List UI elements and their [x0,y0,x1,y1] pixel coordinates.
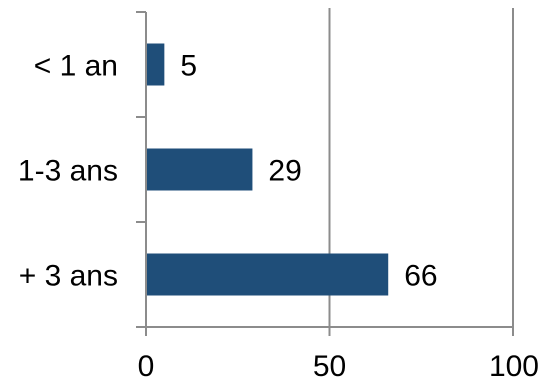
x-tick-label-100: 100 [489,350,539,382]
labels: 5 < 1 an 29 1-3 ans 66 + 3 ans 0 50 100 [18,50,539,382]
category-label-1: < 1 an [34,50,118,83]
category-label-2: 1-3 ans [18,155,118,188]
bars [147,43,389,296]
bar-3 [147,253,389,296]
data-label-2: 29 [268,155,301,188]
x-tick-label-50: 50 [313,350,346,382]
x-tick-label-0: 0 [138,350,155,382]
data-label-1: 5 [180,50,197,83]
axes [136,11,514,336]
bar-1 [147,43,165,86]
category-label-3: + 3 ans [19,260,118,293]
bar-2 [147,148,253,191]
data-label-3: 66 [404,260,437,293]
